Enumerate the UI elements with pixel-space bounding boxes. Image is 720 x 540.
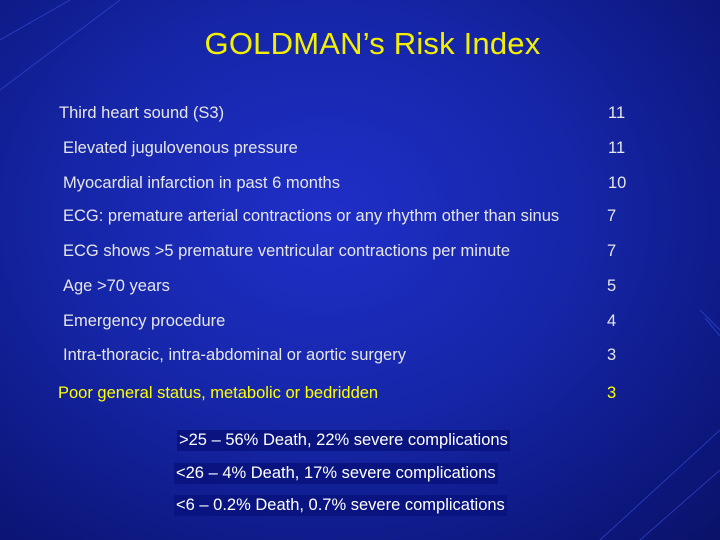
criterion-label: Poor general status, metabolic or bedrid… bbox=[58, 384, 379, 402]
outcome-line: >25 – 56% Death, 22% severe complication… bbox=[177, 430, 510, 451]
criterion-row: Elevated jugulovenous pressure 11 bbox=[0, 139, 720, 163]
criterion-row: Myocardial infarction in past 6 months 1… bbox=[0, 174, 720, 198]
criterion-row: ECG shows >5 premature ventricular contr… bbox=[0, 242, 720, 266]
criterion-row: Age >70 years 5 bbox=[0, 277, 720, 301]
criterion-row: Emergency procedure 4 bbox=[0, 312, 720, 336]
criterion-label: Age >70 years bbox=[63, 277, 170, 295]
criterion-row: Intra-thoracic, intra-abdominal or aorti… bbox=[0, 346, 720, 370]
criterion-label: Intra-thoracic, intra-abdominal or aorti… bbox=[63, 346, 406, 364]
criterion-score: 5 bbox=[607, 277, 617, 295]
criterion-row: ECG: premature arterial contractions or … bbox=[0, 207, 720, 231]
criterion-score: 4 bbox=[607, 312, 617, 330]
criterion-score: 10 bbox=[608, 174, 627, 192]
criterion-score: 3 bbox=[607, 384, 617, 402]
criterion-label: Elevated jugulovenous pressure bbox=[63, 139, 298, 157]
criterion-row: Poor general status, metabolic or bedrid… bbox=[0, 384, 720, 408]
criterion-label: Myocardial infarction in past 6 months bbox=[63, 174, 340, 192]
criterion-score: 3 bbox=[607, 346, 617, 364]
page-title: GOLDMAN’s Risk Index bbox=[204, 26, 541, 61]
outcome-line: <6 – 0.2% Death, 0.7% severe complicatio… bbox=[174, 495, 507, 516]
criterion-score: 7 bbox=[607, 207, 617, 225]
outcome-line: <26 – 4% Death, 17% severe complications bbox=[174, 463, 498, 484]
criterion-label: ECG: premature arterial contractions or … bbox=[63, 207, 560, 225]
criterion-row: Third heart sound (S3) 11 bbox=[0, 104, 720, 128]
criterion-label: ECG shows >5 premature ventricular contr… bbox=[63, 242, 511, 260]
criterion-score: 11 bbox=[608, 104, 626, 122]
criterion-label: Emergency procedure bbox=[63, 312, 226, 330]
criterion-score: 7 bbox=[607, 242, 617, 260]
criterion-label: Third heart sound (S3) bbox=[59, 104, 225, 122]
criterion-score: 11 bbox=[608, 139, 626, 157]
